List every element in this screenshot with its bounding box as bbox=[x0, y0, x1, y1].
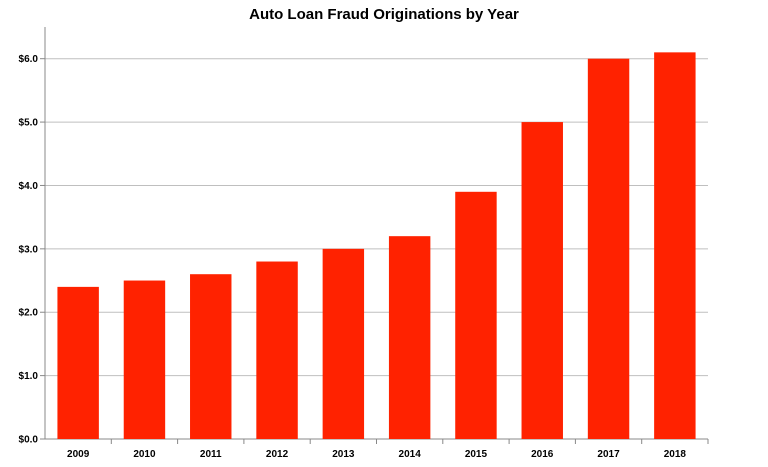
bar-2017 bbox=[587, 58, 630, 439]
x-tick-label-2017: 2017 bbox=[597, 449, 620, 460]
x-tick-label-2009: 2009 bbox=[67, 449, 90, 460]
x-tick-label-2018: 2018 bbox=[664, 449, 687, 460]
y-tick-label-0: $0.0 bbox=[19, 435, 39, 446]
x-tick-label-2011: 2011 bbox=[200, 449, 222, 460]
bar-2013 bbox=[322, 248, 365, 439]
x-tick-label-2013: 2013 bbox=[332, 449, 355, 460]
x-tick-label-2015: 2015 bbox=[465, 449, 488, 460]
bar-2018 bbox=[654, 52, 696, 439]
y-tick-label-5: $5.0 bbox=[19, 118, 39, 129]
y-tick-label-6: $6.0 bbox=[19, 54, 39, 65]
bar-2009 bbox=[57, 286, 99, 439]
x-tick-label-2016: 2016 bbox=[531, 449, 554, 460]
bar-2012 bbox=[256, 261, 298, 439]
bar-2014 bbox=[388, 236, 431, 439]
x-tick-label-2012: 2012 bbox=[266, 449, 289, 460]
bar-2010 bbox=[123, 280, 166, 439]
y-tick-label-4: $4.0 bbox=[19, 181, 39, 192]
bar-2016 bbox=[521, 122, 563, 440]
y-tick-label-1: $1.0 bbox=[19, 371, 39, 382]
chart-title: Auto Loan Fraud Originations by Year bbox=[249, 6, 519, 23]
bar-2015 bbox=[455, 191, 497, 439]
y-tick-label-2: $2.0 bbox=[19, 308, 39, 319]
x-tick-label-2014: 2014 bbox=[399, 449, 422, 460]
y-tick-label-3: $3.0 bbox=[19, 244, 39, 255]
x-tick-label-2010: 2010 bbox=[133, 449, 156, 460]
bar-2011 bbox=[190, 274, 232, 439]
